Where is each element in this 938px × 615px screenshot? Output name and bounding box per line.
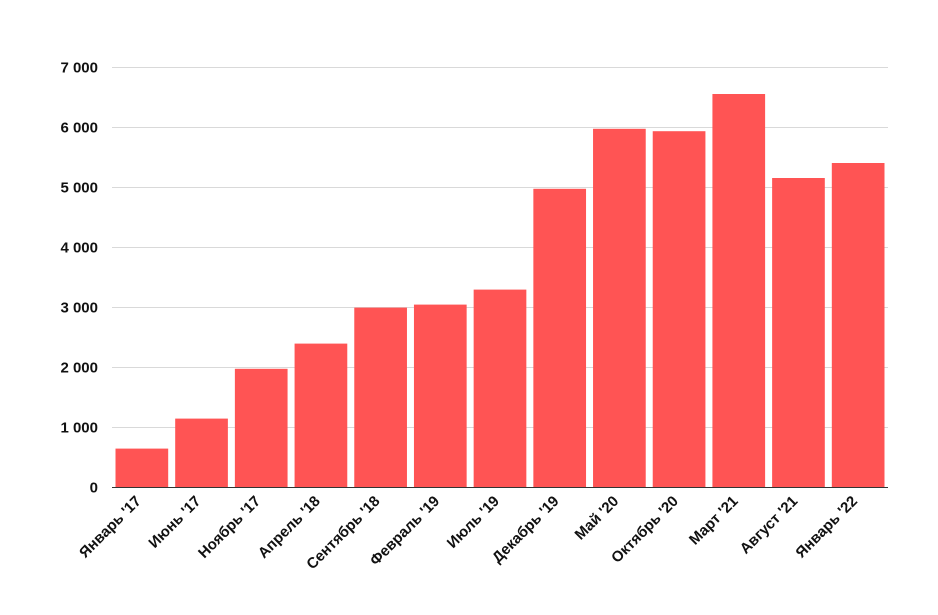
bar	[772, 178, 825, 487]
x-category-label: Май '20	[572, 493, 623, 544]
x-category-label: Июль '19	[444, 493, 503, 552]
bar	[294, 343, 348, 487]
x-category-label: Ноябрь '17	[195, 493, 264, 562]
x-category-label: Март '21	[686, 493, 742, 549]
x-category-label: Июнь '17	[145, 493, 204, 552]
bar	[593, 128, 646, 488]
x-category-label: Январь '17	[76, 493, 145, 562]
bar	[652, 131, 706, 487]
y-tick-label: 4 000	[60, 240, 98, 257]
y-tick-label: 0	[90, 480, 98, 497]
y-tick-label: 5 000	[60, 180, 98, 197]
y-tick-label: 1 000	[60, 420, 98, 437]
y-tick-label: 3 000	[60, 300, 98, 317]
bar	[115, 448, 169, 487]
x-category-label: Август '21	[737, 493, 802, 558]
bar	[234, 368, 288, 487]
bar	[712, 94, 766, 487]
bar	[533, 188, 587, 488]
y-tick-label: 7 000	[60, 60, 98, 77]
bar	[473, 289, 527, 487]
bar	[831, 163, 885, 487]
y-tick-label: 2 000	[60, 360, 98, 377]
bar	[413, 304, 467, 487]
y-tick-label: 6 000	[60, 120, 98, 137]
x-category-label: Январь '22	[792, 493, 861, 562]
bar	[354, 307, 407, 487]
bar	[175, 418, 228, 487]
bars	[115, 94, 885, 488]
y-tick-labels: 0 1 000 2 000 3 000 4 000 5 000 6 000 7 000	[60, 60, 98, 497]
